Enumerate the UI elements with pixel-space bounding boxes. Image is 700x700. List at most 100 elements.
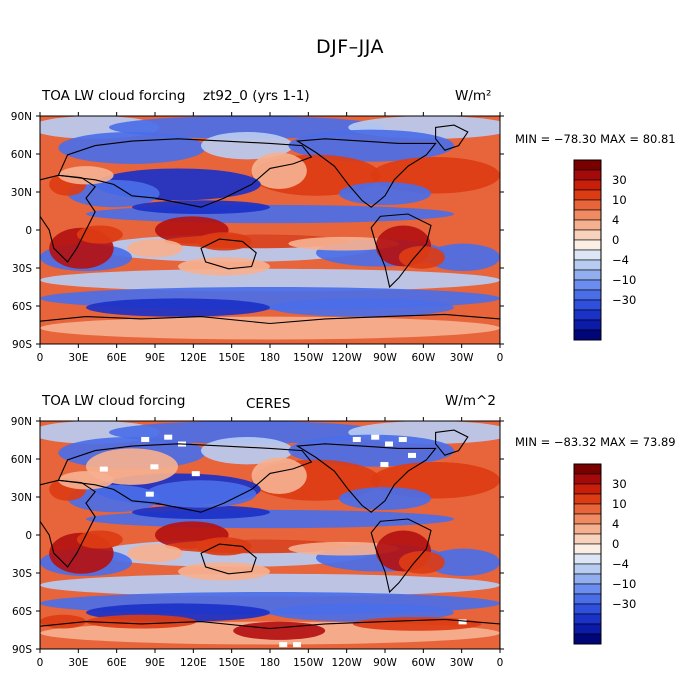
- lon-label: 0: [37, 352, 44, 364]
- lon-label: 150W: [293, 657, 324, 669]
- field-region: [233, 621, 326, 640]
- lon-label: 150E: [218, 657, 245, 669]
- lon-label: 180: [260, 352, 280, 364]
- colorbar-swatch: [573, 633, 602, 645]
- colorbar-swatch: [573, 523, 602, 535]
- field-region: [288, 541, 399, 556]
- colorbar-1: 30 10 4 0 −4 −10 −30: [573, 159, 636, 341]
- field-region: [109, 421, 385, 444]
- missing-data-cell: [380, 462, 389, 468]
- lon-label: 0: [497, 352, 504, 364]
- colorbar-swatch: [573, 189, 602, 201]
- field-region: [67, 484, 160, 513]
- field-region: [40, 573, 500, 597]
- field-region: [76, 225, 123, 244]
- field-region: [86, 448, 178, 485]
- field-region: [178, 257, 270, 276]
- colorbar-swatch: [573, 239, 602, 251]
- missing-data-cell: [141, 436, 150, 442]
- panel1-min-max: MIN = −78.30 MAX = 80.81: [515, 132, 676, 146]
- field-region: [58, 131, 206, 164]
- colorbar-swatch: [573, 593, 602, 605]
- colorbar-label: −4: [612, 557, 629, 571]
- lon-label: 60E: [107, 352, 127, 364]
- field-region: [339, 182, 431, 205]
- field-region: [40, 614, 86, 629]
- missing-data-cell: [164, 434, 173, 440]
- panel1-left-title: TOA LW cloud forcing: [42, 88, 186, 104]
- colorbar-swatch: [573, 169, 602, 181]
- colorbar-swatch: [573, 329, 602, 341]
- field-region: [127, 239, 183, 258]
- coastline: [40, 618, 500, 649]
- field-region: [288, 129, 455, 162]
- lon-label: 90W: [373, 352, 397, 364]
- colorbar-swatch: [573, 613, 602, 625]
- lat-label: 30N: [11, 187, 32, 199]
- lon-label: 30W: [450, 352, 474, 364]
- lat-label: 90N: [11, 111, 32, 123]
- lon-label: 120E: [180, 657, 207, 669]
- colorbar-swatch: [573, 219, 602, 231]
- lon-label: 90W: [373, 657, 397, 669]
- lat-label: 0: [25, 225, 32, 237]
- field-region: [352, 617, 482, 631]
- colorbar-label: 10: [612, 193, 627, 207]
- lon-label: 90E: [145, 657, 165, 669]
- coastline: [40, 313, 500, 344]
- figure-title: DJF–JJA: [315, 36, 385, 58]
- coastline: [435, 429, 469, 456]
- colorbar-label: 30: [612, 173, 627, 187]
- coastline: [57, 443, 313, 513]
- lat-label: 60N: [11, 149, 32, 161]
- missing-data-cell: [293, 642, 301, 648]
- colorbar-swatch: [573, 229, 602, 241]
- colorbar-2: 30 10 4 0 −4 −10 −30: [573, 463, 636, 645]
- colorbar-swatch: [573, 583, 602, 595]
- colorbar-swatch: [573, 563, 602, 575]
- coastline: [57, 138, 313, 208]
- panel2-center-title: CERES: [246, 396, 291, 412]
- colorbar-swatch: [573, 573, 602, 585]
- coastline: [295, 443, 437, 513]
- field-region: [426, 548, 500, 577]
- colorbar-swatch: [573, 623, 602, 635]
- field-region: [426, 243, 500, 272]
- field-region: [40, 268, 500, 292]
- colorbar-swatch: [573, 159, 602, 171]
- colorbar-label: 30: [612, 477, 627, 491]
- colorbar-swatch: [573, 179, 602, 191]
- field-region: [339, 487, 431, 510]
- lat-label: 90N: [11, 416, 32, 428]
- colorbar-label: −30: [612, 597, 636, 611]
- lon-label: 150E: [218, 352, 245, 364]
- field-region: [109, 116, 385, 139]
- map-panel-2: 90N 60N 30N 0 30S 60S 90S 0 30E 60E 90E 120E 150E 180…: [11, 416, 504, 669]
- colorbar-swatch: [573, 493, 602, 505]
- coastline: [295, 138, 437, 208]
- colorbar-swatch: [573, 533, 602, 545]
- colorbar-label: 4: [612, 213, 619, 227]
- colorbar-label: 0: [612, 537, 619, 551]
- field-region: [288, 236, 399, 251]
- lon-label: 0: [497, 657, 504, 669]
- colorbar-label: 0: [612, 233, 619, 247]
- field-region: [40, 316, 500, 340]
- colorbar-frame: [573, 463, 602, 645]
- colorbar-label: 4: [612, 517, 619, 531]
- panel2-left-title: TOA LW cloud forcing: [42, 393, 186, 409]
- missing-data-cell: [408, 452, 416, 458]
- colorbar-swatch: [573, 543, 602, 555]
- lon-label: 90E: [145, 352, 165, 364]
- lon-label: 150W: [293, 352, 324, 364]
- colorbar-swatch: [573, 503, 602, 515]
- colorbar-swatch: [573, 603, 602, 615]
- missing-data-cell: [458, 619, 467, 625]
- lon-label: 60W: [411, 352, 435, 364]
- coastline: [370, 518, 432, 594]
- missing-data-cell: [371, 434, 380, 440]
- lon-label: 120W: [331, 352, 362, 364]
- lon-label: 30E: [68, 657, 88, 669]
- coastline: [200, 238, 257, 270]
